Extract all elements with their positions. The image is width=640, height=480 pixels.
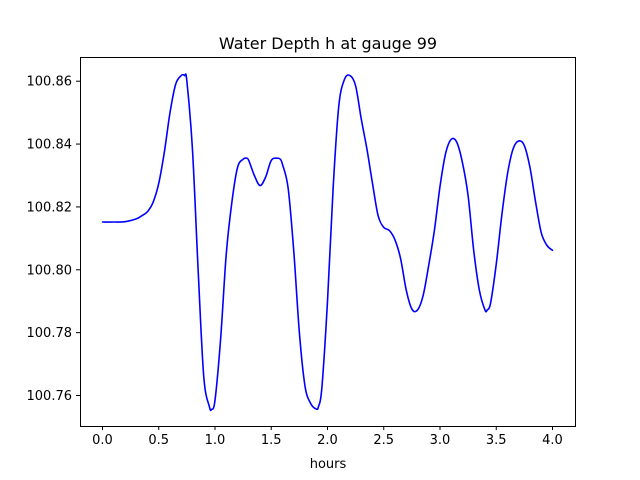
x-tick-label: 4.0 xyxy=(542,433,563,448)
plot-layer xyxy=(101,73,554,412)
x-tick-label: 2.5 xyxy=(373,433,394,448)
y-tick-label: 100.76 xyxy=(27,389,73,404)
x-tick-label: 2.0 xyxy=(317,433,338,448)
y-tick-label: 100.84 xyxy=(27,138,73,153)
x-tick-label: 1.0 xyxy=(205,433,226,448)
x-tick-label: 0.0 xyxy=(92,433,113,448)
y-tick-label: 100.82 xyxy=(27,200,73,215)
chart-title: Water Depth h at gauge 99 xyxy=(219,34,437,53)
plot-area-frame xyxy=(80,57,576,427)
series-line-0 xyxy=(101,73,554,412)
x-tick-label: 3.5 xyxy=(486,433,507,448)
x-tick-label: 1.5 xyxy=(261,433,282,448)
y-axis-ticks: 100.76 100.78 100.80 100.82 100.84 100.86 xyxy=(27,75,80,404)
y-tick-label: 100.78 xyxy=(27,326,73,341)
y-tick-label: 100.80 xyxy=(27,263,73,278)
x-axis-label: hours xyxy=(310,457,347,472)
x-tick-label: 0.5 xyxy=(148,433,169,448)
x-tick-label: 3.0 xyxy=(430,433,451,448)
y-tick-label: 100.86 xyxy=(27,75,73,90)
